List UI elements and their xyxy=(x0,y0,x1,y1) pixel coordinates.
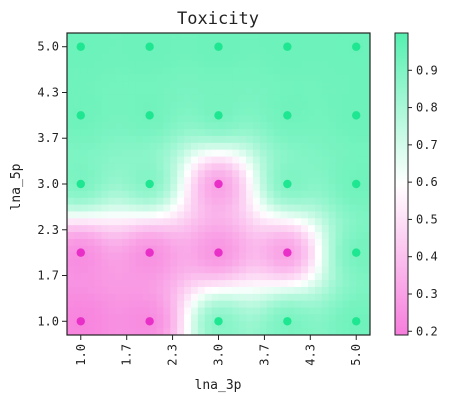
data-point xyxy=(214,111,223,120)
y-tick-label: 4.3 xyxy=(37,86,59,100)
x-tick-label: 5.0 xyxy=(349,344,363,366)
colorbar-tick-label: 0.4 xyxy=(416,250,438,264)
data-point xyxy=(283,179,292,189)
data-point xyxy=(352,111,361,120)
colorbar-tick-label: 0.9 xyxy=(416,63,438,77)
data-point xyxy=(352,179,361,189)
colorbar-tick-label: 0.3 xyxy=(416,287,438,301)
colorbar-ticks: 0.2 0.3 0.4 0.5 0.6 0.7 0.8 0.9 xyxy=(408,63,438,338)
colorbar xyxy=(394,32,409,336)
data-point xyxy=(145,179,154,189)
data-point xyxy=(352,248,361,257)
data-point xyxy=(283,317,292,326)
data-point xyxy=(145,111,154,120)
y-tick-label: 3.7 xyxy=(37,131,59,145)
data-points xyxy=(76,42,361,326)
data-point xyxy=(214,42,223,51)
data-point xyxy=(76,317,85,326)
colorbar-tick-label: 0.2 xyxy=(416,324,438,338)
data-point xyxy=(145,248,154,257)
data-point xyxy=(283,42,292,51)
data-point xyxy=(76,111,85,120)
heatmap-background xyxy=(67,33,370,335)
y-axis-label: lna_5p xyxy=(9,163,24,210)
data-point xyxy=(283,111,292,120)
y-tick-label: 3.0 xyxy=(37,177,59,191)
x-tick-label: 4.3 xyxy=(303,344,317,366)
y-tick-label: 2.3 xyxy=(37,223,59,237)
data-point xyxy=(214,179,223,189)
colorbar-tick-label: 0.6 xyxy=(416,175,438,189)
chart-title: Toxicity xyxy=(177,9,259,29)
x-axis-ticks: 1.0 1.7 2.3 3.0 3.7 4.3 5.0 xyxy=(74,335,363,366)
colorbar-tick-label: 0.7 xyxy=(416,138,438,152)
y-tick-label: 1.7 xyxy=(37,268,59,282)
data-point xyxy=(76,248,85,257)
data-point xyxy=(283,248,292,257)
x-tick-label: 3.7 xyxy=(257,344,271,366)
data-point xyxy=(352,42,361,51)
data-point xyxy=(214,317,223,326)
y-tick-label: 1.0 xyxy=(37,314,59,328)
data-point xyxy=(214,248,223,257)
x-tick-label: 3.0 xyxy=(212,344,226,366)
data-point xyxy=(145,317,154,326)
data-point xyxy=(76,179,85,189)
y-axis-ticks: 1.0 1.7 2.3 3.0 3.7 4.3 5.0 xyxy=(37,40,67,328)
x-tick-label: 1.7 xyxy=(120,344,134,366)
data-point xyxy=(145,42,154,51)
data-point xyxy=(76,42,85,51)
colorbar-tick-label: 0.8 xyxy=(416,101,438,115)
colorbar-tick-label: 0.5 xyxy=(416,212,438,226)
y-tick-label: 5.0 xyxy=(37,40,59,54)
x-tick-label: 2.3 xyxy=(166,344,180,366)
x-tick-label: 1.0 xyxy=(74,344,88,366)
data-point xyxy=(352,317,361,326)
x-axis-label: lna_3p xyxy=(195,378,242,393)
